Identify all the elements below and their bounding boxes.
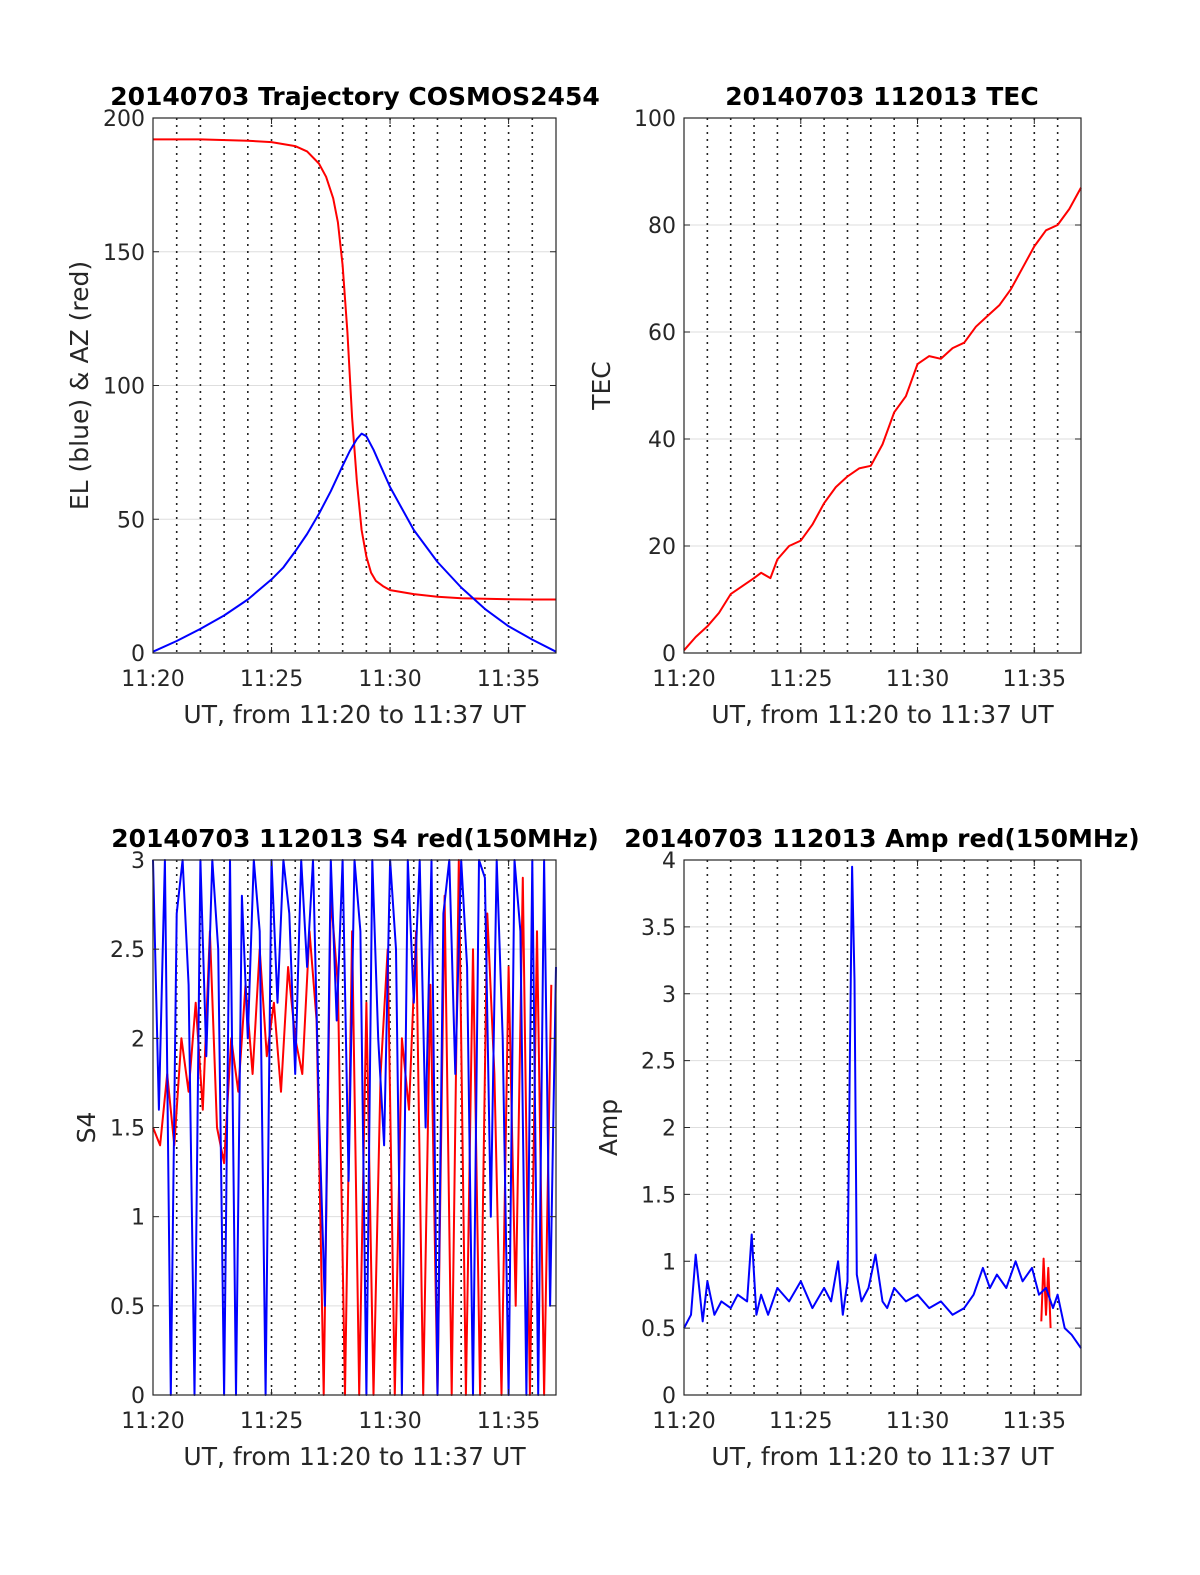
series-line-1 bbox=[153, 138, 556, 601]
y-tick-label: 1 bbox=[662, 1250, 676, 1275]
x-axis-label: UT, from 11:20 to 11:37 UT bbox=[711, 1442, 1054, 1471]
series-line-2 bbox=[683, 865, 1082, 1349]
y-axis-label: Amp bbox=[594, 1099, 623, 1156]
chart-panel-1: 0 50 100 150 200 11:20 11:25 11:30 11:35 20140703… bbox=[65, 82, 600, 729]
series-line-2 bbox=[152, 432, 557, 653]
y-tick-label: 2 bbox=[662, 1117, 676, 1142]
x-tick-label: 11:20 bbox=[652, 667, 715, 692]
y-axis-label: EL (blue) & AZ (red) bbox=[65, 261, 94, 510]
x-tick-label: 11:30 bbox=[358, 1409, 421, 1434]
x-tick-label: 11:25 bbox=[769, 667, 832, 692]
chart-title: 20140703 112013 Amp red(150MHz) bbox=[624, 824, 1140, 853]
chart-panel-2: 0 20 40 60 80 100 11:20 11:25 11:30 11:35 20140703… bbox=[587, 82, 1082, 729]
x-tick-label: 11:20 bbox=[121, 667, 184, 692]
y-tick-label: 0 bbox=[131, 1384, 145, 1409]
y-tick-label: 1 bbox=[131, 1206, 145, 1231]
y-tick-label: 60 bbox=[648, 321, 676, 346]
y-tick-label: 3 bbox=[662, 983, 676, 1008]
y-axis-label: TEC bbox=[587, 361, 616, 411]
x-tick-label: 11:30 bbox=[886, 1409, 949, 1434]
x-tick-label: 11:35 bbox=[1003, 1409, 1066, 1434]
x-tick-label: 11:30 bbox=[886, 667, 949, 692]
x-tick-label: 11:35 bbox=[477, 1409, 540, 1434]
y-tick-label: 2.5 bbox=[641, 1050, 676, 1075]
x-tick-label: 11:20 bbox=[652, 1409, 715, 1434]
y-tick-label: 0 bbox=[662, 642, 676, 667]
chart-panel-4: 0 0.5 1 1.5 2 2.5 3 3.5 4 11:20 11:25 11:30 11:35 201… bbox=[594, 824, 1140, 1471]
y-tick-label: 3 bbox=[131, 849, 145, 874]
y-tick-label: 100 bbox=[103, 375, 145, 400]
y-tick-label: 0 bbox=[131, 642, 145, 667]
x-tick-label: 11:35 bbox=[1003, 667, 1066, 692]
y-tick-label: 50 bbox=[117, 508, 145, 533]
x-tick-label: 11:30 bbox=[358, 667, 421, 692]
y-tick-label: 0 bbox=[662, 1384, 676, 1409]
chart-title: 20140703 112013 TEC bbox=[725, 82, 1038, 111]
chart-title: 20140703 112013 S4 red(150MHz) bbox=[111, 824, 599, 853]
y-tick-label: 100 bbox=[634, 107, 676, 132]
series-line-1 bbox=[152, 859, 553, 1396]
y-tick-label: 2 bbox=[131, 1027, 145, 1052]
series-line-1 bbox=[1040, 1257, 1052, 1329]
y-tick-label: 40 bbox=[648, 428, 676, 453]
y-tick-label: 1.5 bbox=[641, 1183, 676, 1208]
y-tick-label: 80 bbox=[648, 214, 676, 239]
y-axis-label: S4 bbox=[72, 1112, 101, 1144]
chart-title: 20140703 Trajectory COSMOS2454 bbox=[110, 82, 600, 111]
axes-box bbox=[683, 117, 1082, 654]
plot-area bbox=[684, 118, 1081, 653]
x-tick-label: 11:25 bbox=[769, 1409, 832, 1434]
y-tick-label: 200 bbox=[103, 107, 145, 132]
x-axis-label: UT, from 11:20 to 11:37 UT bbox=[183, 700, 526, 729]
series-line-1 bbox=[683, 187, 1082, 651]
y-tick-label: 20 bbox=[648, 535, 676, 560]
x-tick-label: 11:35 bbox=[477, 667, 540, 692]
x-tick-label: 11:25 bbox=[240, 667, 303, 692]
y-tick-label: 150 bbox=[103, 241, 145, 266]
y-tick-label: 1.5 bbox=[110, 1117, 145, 1142]
x-axis-label: UT, from 11:20 to 11:37 UT bbox=[183, 1442, 526, 1471]
y-tick-label: 2.5 bbox=[110, 938, 145, 963]
x-tick-label: 11:25 bbox=[240, 1409, 303, 1434]
x-axis-label: UT, from 11:20 to 11:37 UT bbox=[711, 700, 1054, 729]
chart-panel-3: 0 0.5 1 1.5 2 2.5 3 11:20 11:25 11:30 11:35 2014070… bbox=[72, 824, 599, 1471]
x-tick-label: 11:20 bbox=[121, 1409, 184, 1434]
y-tick-label: 4 bbox=[662, 849, 676, 874]
y-tick-label: 0.5 bbox=[110, 1295, 145, 1320]
y-tick-label: 3.5 bbox=[641, 916, 676, 941]
y-tick-label: 0.5 bbox=[641, 1317, 676, 1342]
